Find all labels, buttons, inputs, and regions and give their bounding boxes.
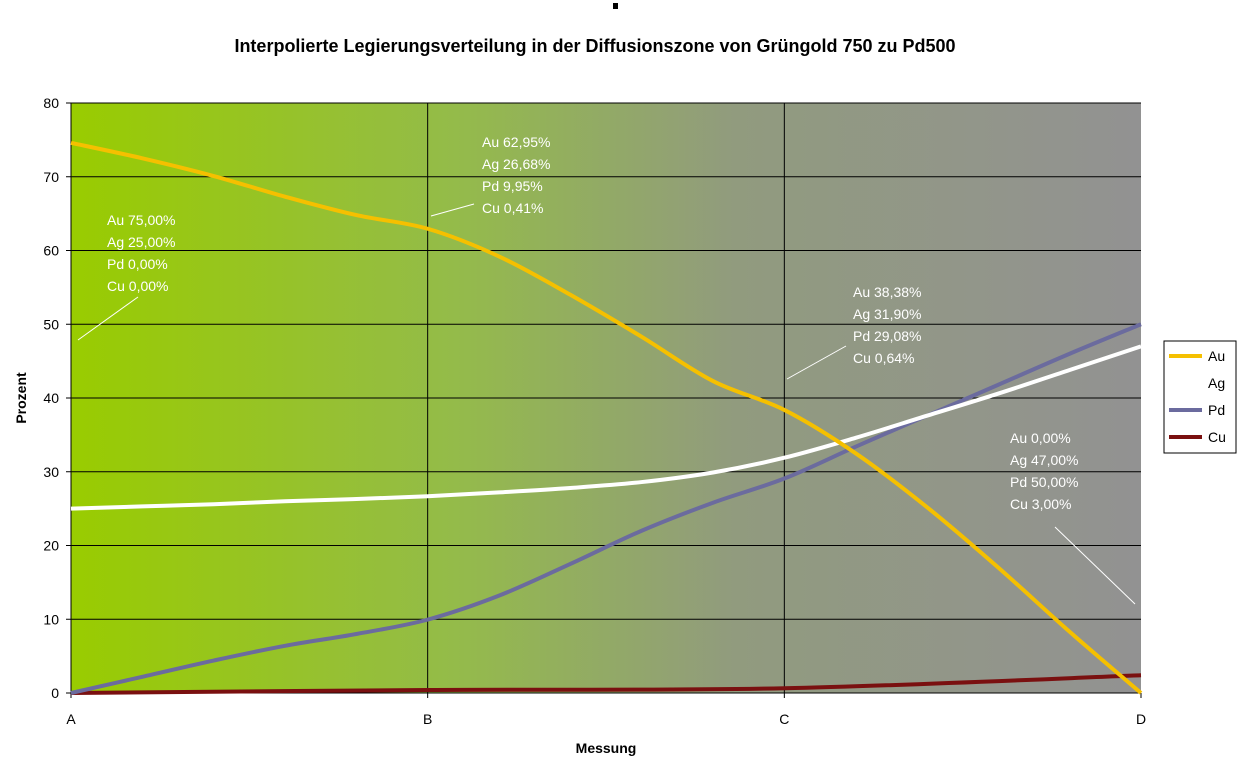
legend-label: Ag bbox=[1208, 375, 1225, 391]
y-tick-label: 70 bbox=[43, 169, 59, 185]
y-axis-title: Prozent bbox=[13, 372, 29, 424]
chart-title: Interpolierte Legierungsverteilung in de… bbox=[234, 36, 955, 56]
series-lines bbox=[70, 140, 1143, 695]
annotation-line: Pd 50,00% bbox=[1010, 474, 1079, 490]
annotations: Au 75,00% Ag 25,00% Pd 0,00% Cu 0,00% Au 62,… bbox=[77, 134, 1136, 605]
tick-labels: 0 10 20 30 40 50 60 70 80 A B C D bbox=[43, 95, 1146, 727]
annotation-leader bbox=[1054, 526, 1136, 605]
marker-dot bbox=[613, 3, 618, 9]
y-tick-label: 40 bbox=[43, 390, 59, 406]
annotation-3: Au 38,38% Ag 31,90% Pd 29,08% Cu 0,64% bbox=[786, 284, 922, 380]
annotation-leader bbox=[77, 296, 139, 341]
y-tick-label: 10 bbox=[43, 611, 59, 627]
annotation-line: Au 0,00% bbox=[1010, 430, 1071, 446]
annotation-leader bbox=[430, 203, 475, 217]
annotation-line: Pd 0,00% bbox=[107, 256, 168, 272]
annotation-line: Ag 25,00% bbox=[107, 234, 176, 250]
annotation-line: Ag 47,00% bbox=[1010, 452, 1079, 468]
y-tick-label: 20 bbox=[43, 538, 59, 554]
legend-label: Pd bbox=[1208, 402, 1225, 418]
annotation-4: Au 0,00% Ag 47,00% Pd 50,00% Cu 3,00% bbox=[1010, 430, 1136, 605]
y-tick-label: 60 bbox=[43, 243, 59, 259]
annotation-1: Au 75,00% Ag 25,00% Pd 0,00% Cu 0,00% bbox=[77, 212, 176, 341]
annotation-leader bbox=[786, 345, 847, 380]
series-line-ag bbox=[70, 344, 1142, 511]
annotation-line: Ag 26,68% bbox=[482, 156, 551, 172]
annotation-line: Au 62,95% bbox=[482, 134, 551, 150]
annotation-line: Au 38,38% bbox=[853, 284, 922, 300]
legend-box bbox=[1163, 340, 1237, 454]
y-tick-label: 80 bbox=[43, 95, 59, 111]
y-tick-label: 30 bbox=[43, 464, 59, 480]
annotation-line: Cu 0,00% bbox=[107, 278, 168, 294]
annotation-line: Pd 29,08% bbox=[853, 328, 922, 344]
legend-label: Au bbox=[1208, 348, 1225, 364]
x-tick-label: D bbox=[1136, 711, 1146, 727]
x-axis-title: Messung bbox=[576, 740, 637, 756]
legend-label: Cu bbox=[1208, 429, 1226, 445]
annotation-line: Ag 31,90% bbox=[853, 306, 922, 322]
y-tick-label: 0 bbox=[51, 685, 59, 701]
series-line-pd bbox=[70, 322, 1142, 695]
x-tick-label: B bbox=[423, 711, 432, 727]
y-tick-label: 50 bbox=[43, 316, 59, 332]
annotation-line: Au 75,00% bbox=[107, 212, 176, 228]
annotation-line: Pd 9,95% bbox=[482, 178, 543, 194]
x-tick-label: A bbox=[66, 711, 76, 727]
x-tick-label: C bbox=[779, 711, 789, 727]
annotation-2: Au 62,95% Ag 26,68% Pd 9,95% Cu 0,41% bbox=[430, 134, 551, 217]
annotation-line: Cu 3,00% bbox=[1010, 496, 1071, 512]
series-line-cu bbox=[70, 673, 1142, 695]
annotation-line: Cu 0,64% bbox=[853, 350, 914, 366]
legend: Au Ag Pd Cu bbox=[1163, 340, 1237, 454]
annotation-line: Cu 0,41% bbox=[482, 200, 543, 216]
series-line-au bbox=[70, 140, 1143, 695]
